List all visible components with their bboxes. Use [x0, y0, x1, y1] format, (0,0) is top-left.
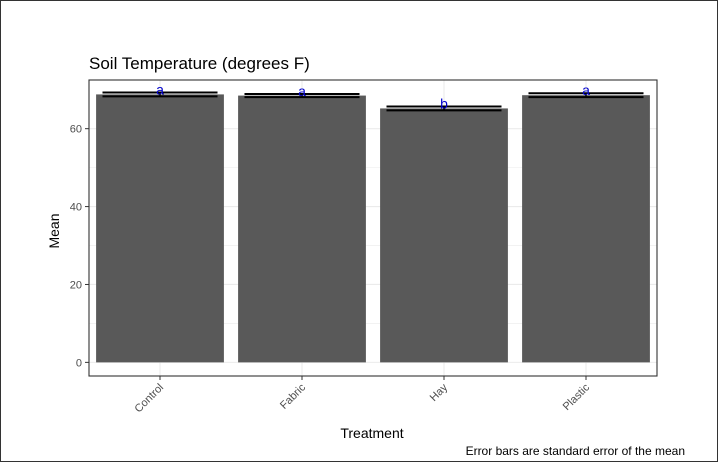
chart-caption: Error bars are standard error of the mea… [466, 444, 685, 458]
group-letter-fabric: a [298, 83, 306, 99]
bar-control [96, 94, 224, 363]
bar-fabric [238, 95, 366, 363]
bar-hay [380, 108, 508, 363]
group-letter-hay: b [440, 95, 448, 111]
y-tick-label: 60 [70, 124, 82, 136]
error-bar-plastic [528, 92, 644, 99]
group-letters-layer: a aba [156, 81, 590, 111]
group-letter-plastic: a [582, 82, 590, 98]
y-tick-label: 0 [76, 357, 82, 369]
panel-border [88, 79, 658, 377]
error-bar-fabric [244, 93, 360, 99]
group-letter-control: a [156, 81, 164, 97]
x-tick-label-hay: Hay [428, 381, 451, 404]
x-tick-label-fabric: Fabric [278, 381, 308, 411]
x-tick-label-control: Control [133, 382, 167, 416]
x-tick-label-plastic: Plastic [561, 381, 593, 413]
error-bar-hay [386, 105, 502, 112]
y-tick-label: 40 [70, 202, 82, 214]
y-tick-label: 20 [70, 279, 82, 291]
chart-title: Soil Temperature (degrees F) [89, 54, 310, 73]
y-axis-title: Mean [46, 213, 62, 248]
bars-layer [96, 94, 650, 363]
error-bar-control [102, 91, 218, 98]
error-bars-layer [102, 91, 644, 112]
x-axis-title: Treatment [340, 425, 403, 441]
bar-plastic [522, 95, 650, 363]
